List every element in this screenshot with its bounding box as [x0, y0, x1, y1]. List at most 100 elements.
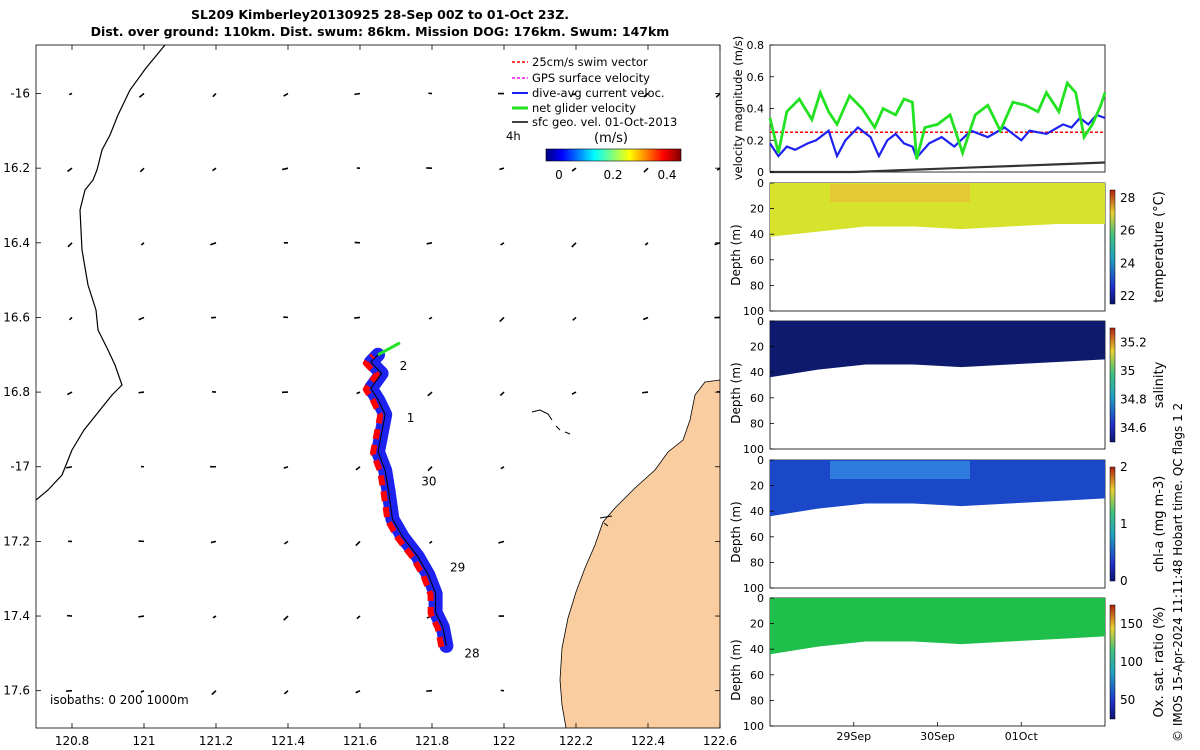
- section-colorbar: [1109, 604, 1116, 720]
- velocity-y-tick-label: 0.8: [747, 39, 765, 52]
- map-x-tick-label: 122: [493, 734, 516, 748]
- legend-colorbar-tick-label: 0.4: [657, 168, 676, 182]
- section-accent: [830, 184, 970, 202]
- velocity-y-tick-label: 0.2: [747, 134, 765, 147]
- map-y-tick-labels: -16 16.2 16.4 16.6 16.8 -17 17.2 17.4 17.6: [3, 87, 30, 698]
- section-y-tick-label: 80: [750, 417, 764, 430]
- velocity-series-line: [768, 80, 1107, 160]
- section-y-tick-label: 20: [750, 203, 764, 216]
- velocity-arrow: [428, 316, 433, 320]
- velocity-arrow: [426, 242, 433, 245]
- section-y-tick-label: 0: [757, 592, 764, 605]
- velocity-arrow: [138, 391, 145, 394]
- section-colorbar-tick-label: 1: [1120, 517, 1128, 531]
- svg-text:sfc geo. vel. 01-Oct-2013: sfc geo. vel. 01-Oct-2013: [532, 115, 677, 129]
- section-y-tick-label: 60: [750, 531, 764, 544]
- isobath-line: [36, 45, 166, 501]
- title-line-2: Dist. over ground: 110km. Dist. swum: 86…: [90, 24, 670, 39]
- velocity-arrow: [210, 242, 217, 246]
- section-y-tick-label: 100: [743, 582, 764, 595]
- section-colorbar: [1109, 189, 1116, 305]
- legend-gps-velocity: GPS surface velocity: [512, 71, 650, 85]
- legend-swim-vector: 25cm/s swim vector: [512, 55, 648, 69]
- velocity-arrow: [427, 466, 433, 472]
- net-glider-vector: [377, 341, 401, 357]
- velocity-arrow: [140, 242, 145, 246]
- section-colorbar-tick-label: 22: [1120, 289, 1135, 303]
- legend-time-label: 4h: [506, 129, 521, 143]
- velocity-arrow: [138, 92, 145, 98]
- velocity-arrow: [212, 92, 217, 98]
- section-colorbar-tick-label: 2: [1120, 460, 1128, 474]
- swim-vector-ribbon: [362, 353, 445, 648]
- section-colorbar-tick-label: 150: [1120, 617, 1143, 631]
- velocity-arrow: [644, 242, 649, 246]
- section-colorbar-tick-label: 26: [1120, 224, 1135, 238]
- section-y-tick-label: 0: [757, 177, 764, 190]
- velocity-arrow: [642, 391, 649, 394]
- velocity-arrow: [211, 690, 217, 696]
- section-y-tick-label: 60: [750, 669, 764, 682]
- section-y-tick-label: 80: [750, 279, 764, 292]
- glider-path: [370, 354, 447, 646]
- section-colorbar-tick-label: 35: [1120, 364, 1135, 378]
- velocity-arrow: [138, 316, 145, 321]
- velocity-arrow: [67, 242, 73, 248]
- map-x-tick-label: 121: [133, 734, 156, 748]
- section-y-tick-label: 0: [757, 454, 764, 467]
- map-y-tick-label: 17.2: [3, 534, 30, 548]
- velocity-arrow: [500, 466, 505, 470]
- velocity-axes-box: [769, 44, 1106, 173]
- map-y-tick-label: -16: [10, 87, 30, 101]
- map-x-tick-label: 122.6: [703, 734, 737, 748]
- map-x-tick-label: 121.4: [271, 734, 305, 748]
- section-colorbar-tick-label: 34.8: [1120, 392, 1147, 406]
- velocity-arrow: [68, 92, 73, 96]
- map-y-tick-label: 16.6: [3, 310, 30, 324]
- section-colorbar-tick-label: 35.2: [1120, 335, 1147, 349]
- velocity-arrow: [211, 167, 217, 172]
- map-y-tick-label: -17: [10, 460, 30, 474]
- velocity-arrow: [282, 167, 289, 171]
- velocity-arrow: [642, 316, 649, 321]
- velocity-series-line: [770, 161, 1106, 174]
- section-y-tick-label: 40: [750, 366, 764, 379]
- legend-colorbar: [545, 148, 682, 162]
- section-colorbar-tick-label: 28: [1120, 191, 1135, 205]
- section-colorbar: [1109, 327, 1116, 443]
- section-y-tick-label: 20: [750, 341, 764, 354]
- legend-colorbar-tick-label: 0.2: [603, 168, 622, 182]
- section-x-tick-label: 01Oct: [1005, 730, 1039, 743]
- section-panel: 0 20 40 60 80 100 Depth (m) 22 24 26 28 temperature…: [729, 177, 1167, 318]
- velocity-arrow: [500, 242, 505, 246]
- section-colorbar-tick-label: 34.6: [1120, 421, 1147, 435]
- section-fill: [770, 598, 1105, 655]
- map-y-tick-label: 16.2: [3, 161, 30, 175]
- map-y-tick-label: 16.4: [3, 236, 30, 250]
- map-x-tick-label: 122.4: [631, 734, 665, 748]
- map-x-tick-labels: 120.8 121 121.2 121.4 121.6 121.8 122 122.2 122.…: [55, 734, 737, 748]
- svg-text:dive-avg current veloc.: dive-avg current veloc.: [532, 86, 665, 100]
- velocity-arrow: [572, 316, 577, 321]
- track-day-label: 2: [400, 359, 408, 373]
- land-mass: [560, 380, 720, 728]
- section-ylabel: Depth (m): [729, 501, 743, 562]
- map-legend: 25cm/s swim vector GPS surface velocity …: [506, 55, 682, 182]
- velocity-arrow: [643, 167, 649, 173]
- svg-text:25cm/s swim vector: 25cm/s swim vector: [532, 55, 648, 69]
- velocity-arrow: [643, 92, 649, 98]
- velocity-arrow: [499, 391, 505, 397]
- section-ylabel: Depth (m): [729, 639, 743, 700]
- chart-title: SL209 Kimberley20130925 28-Sep 00Z to 01…: [0, 6, 760, 40]
- section-ylabel: Depth (m): [729, 224, 743, 285]
- map-x-tick-label: 120.8: [55, 734, 89, 748]
- section-colorbar-tick-label: 24: [1120, 256, 1135, 270]
- velocity-y-tick-label: 0: [757, 166, 764, 179]
- imos-stamp: © IMOS 15-Apr-2024 11:11:48 Hobart time.…: [1171, 402, 1185, 742]
- section-ylabel: Depth (m): [729, 362, 743, 423]
- map-y-tick-label: 17.6: [3, 684, 30, 698]
- velocity-series: [768, 80, 1107, 174]
- svg-text:GPS surface velocity: GPS surface velocity: [532, 71, 650, 85]
- section-fill: [770, 321, 1105, 378]
